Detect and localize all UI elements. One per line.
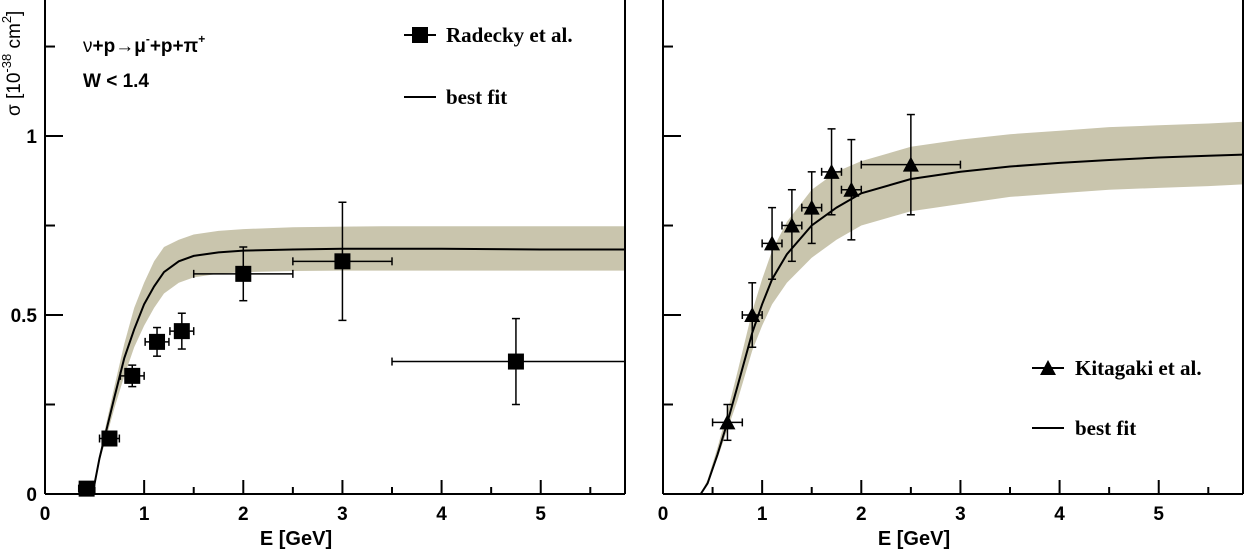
p2-uncertainty-band	[663, 121, 1243, 494]
reaction-annotation: ν+p→μ-+p+π+	[83, 32, 205, 57]
p2-legend-marker-triangle	[1040, 360, 1056, 375]
p1-y-tick-label: 1	[26, 127, 37, 148]
p2-x-tick-label: 3	[955, 504, 966, 525]
p2-x-tick-label: 0	[658, 504, 669, 525]
p2-x-tick-label: 1	[757, 504, 768, 525]
p1-uncertainty-band	[92, 226, 626, 494]
p2-data-point-triangle	[719, 414, 736, 430]
w-cut-annotation: W < 1.4	[83, 71, 149, 92]
p1-data-point-square	[507, 353, 524, 370]
p2-x-axis-title: E [GeV]	[878, 528, 950, 550]
p1-x-tick-label: 4	[436, 504, 447, 525]
p2-legend-points-label: Kitagaki et al.	[1075, 356, 1202, 380]
p2-data-point-triangle	[764, 235, 781, 251]
panel-left: 0 1 2 3 4 5 E [GeV] 0 0.5 1 Radecky et al. best fit	[11, 0, 626, 550]
p1-data-point-square	[173, 323, 190, 340]
p2-data-point-triangle	[843, 181, 860, 197]
p1-data-point-square	[235, 265, 252, 282]
p2-data-point-triangle	[783, 217, 800, 233]
p2-x-tick-label: 5	[1153, 504, 1164, 525]
p1-legend-fit-label: best fit	[446, 85, 507, 109]
p1-data-point-square	[78, 480, 95, 497]
p2-data-point-triangle	[803, 199, 820, 215]
p1-data-point-square	[334, 253, 351, 270]
p1-x-axis-title: E [GeV]	[260, 528, 332, 550]
p2-data-point-triangle	[823, 163, 840, 179]
p1-data-point-square	[124, 367, 141, 384]
p2-legend-fit-label: best fit	[1075, 416, 1136, 440]
p1-legend-marker-square	[412, 27, 428, 43]
panel-right: 0 1 2 3 4 5 E [GeV] Kitagaki et al. best fit	[658, 0, 1244, 550]
p2-x-tick-label: 4	[1054, 504, 1065, 525]
p1-x-tick-label: 2	[238, 504, 249, 525]
p1-data-point-square	[101, 430, 118, 447]
p1-y-tick-label: 0.5	[11, 306, 38, 327]
p1-x-tick-label: 3	[337, 504, 348, 525]
p1-x-tick-label: 1	[139, 504, 150, 525]
p1-data-point-square	[149, 333, 166, 350]
y-axis-title: σ [10-38 cm2]	[0, 11, 25, 116]
p1-x-tick-label: 0	[40, 504, 51, 525]
p2-data-point-triangle	[902, 156, 919, 172]
p2-x-tick-label: 2	[856, 504, 867, 525]
p1-best-fit-line	[91, 247, 625, 495]
p2-data-point-triangle	[744, 307, 761, 323]
p1-x-tick-label: 5	[535, 504, 546, 525]
p1-y-tick-label: 0	[26, 485, 37, 506]
p1-legend-points-label: Radecky et al.	[446, 23, 573, 47]
